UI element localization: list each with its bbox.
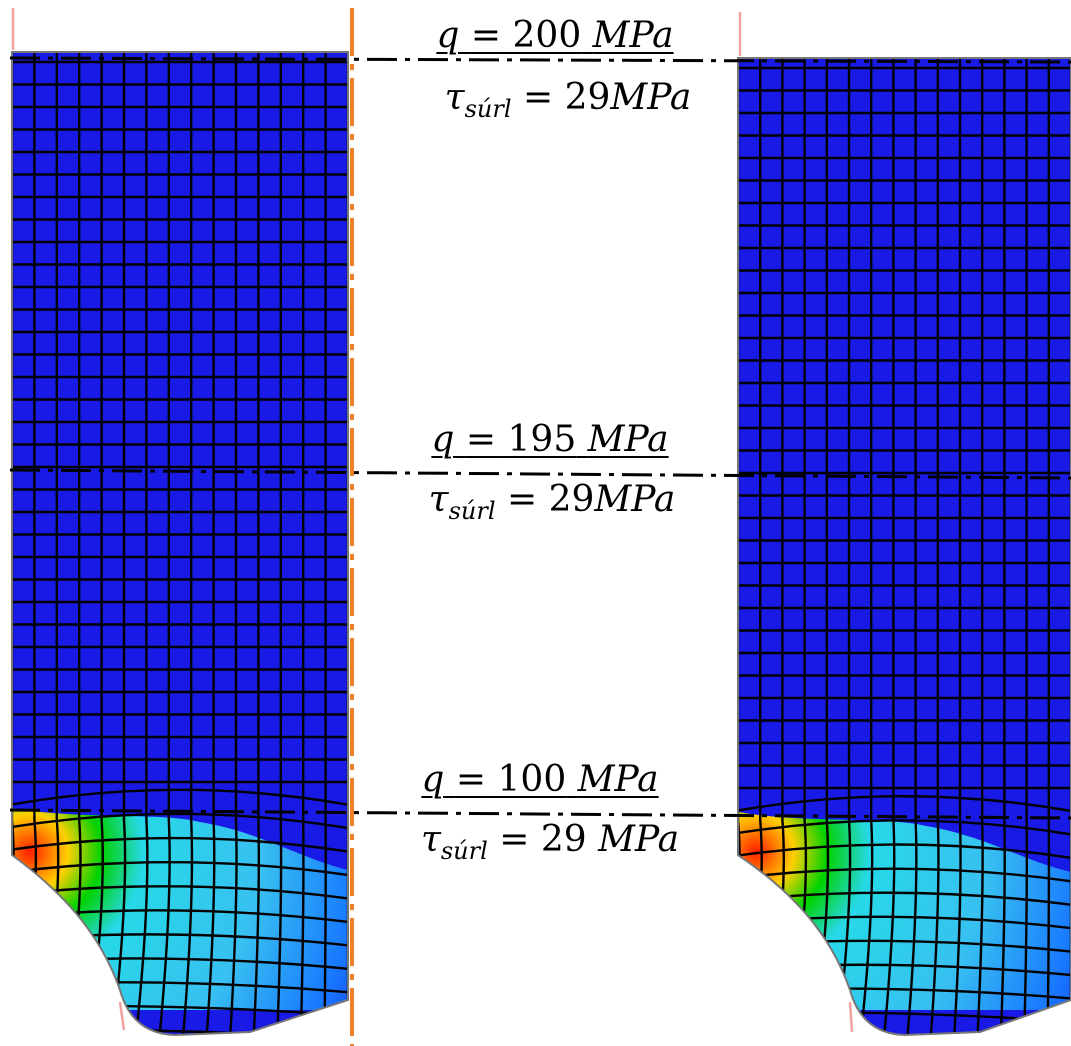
q-label-1: q = 200 MPa [436, 18, 673, 54]
tau-label-2: τsúrl = 29MPa [429, 482, 676, 518]
left-mesh [0, 40, 360, 1046]
tau-label-1: τsúrl = 29MPa [445, 80, 692, 116]
q-label-2: q = 195 MPa [431, 422, 668, 458]
right-mesh-vline [720, 56, 740, 1040]
right-mesh [720, 40, 1071, 1046]
left-mesh-vline [324, 50, 325, 1040]
tau-label-3: τsúrl = 29 MPa [421, 822, 679, 858]
right-root-edge [850, 1002, 852, 1032]
left-root-edge [120, 1002, 124, 1030]
right-mesh-hline [738, 1035, 1071, 1045]
q-label-3: q = 100 MPa [421, 762, 658, 798]
